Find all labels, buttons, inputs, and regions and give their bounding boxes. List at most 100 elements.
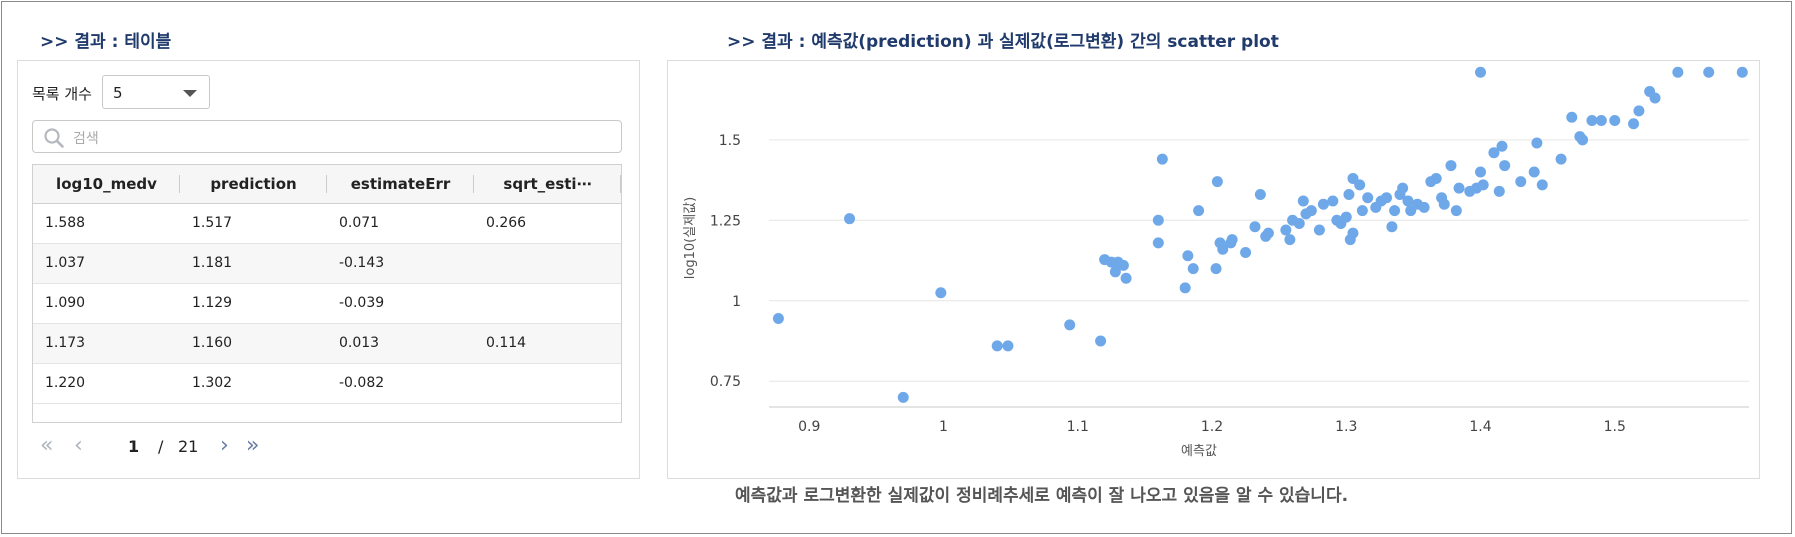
data-point: [1347, 227, 1359, 239]
first-page-icon[interactable]: «: [40, 433, 54, 458]
table-cell: 1.220: [45, 375, 86, 391]
data-point: [991, 340, 1003, 352]
data-point: [1187, 263, 1199, 275]
data-point: [1402, 195, 1414, 207]
data-point: [1120, 272, 1132, 284]
table-cell: 1.302: [192, 375, 233, 391]
data-point: [1305, 205, 1317, 217]
data-point: [1528, 166, 1540, 178]
list-count-value: 5: [113, 84, 123, 102]
data-point: [1450, 205, 1462, 217]
data-point: [1628, 118, 1640, 130]
data-point: [1240, 246, 1252, 258]
search-input[interactable]: 검색: [32, 120, 622, 153]
data-point: [1095, 335, 1107, 347]
table-cell: -0.143: [339, 255, 385, 271]
data-point: [1260, 230, 1272, 242]
data-point: [1536, 179, 1548, 191]
x-axis-title: 예측값: [1181, 444, 1217, 459]
table-cell: [474, 364, 621, 403]
data-point: [1354, 179, 1366, 191]
data-point: [1736, 66, 1748, 78]
data-point: [1475, 166, 1487, 178]
next-page-icon[interactable]: ›: [220, 433, 229, 458]
data-point: [1225, 237, 1237, 249]
table-row: 1.173 1.160 0.013 0.114: [33, 324, 621, 364]
x-tick-label: 1.4: [1469, 419, 1491, 435]
data-point: [1064, 319, 1076, 331]
data-point: [1152, 237, 1164, 249]
data-point: [1210, 263, 1222, 275]
chevron-down-icon: [183, 90, 197, 97]
table-cell: 0.266: [486, 215, 527, 231]
x-tick-label: 0.9: [798, 419, 820, 435]
table-section-title: >> 결과 : 테이블: [40, 32, 172, 52]
data-point: [1179, 282, 1191, 294]
data-point: [1313, 224, 1325, 236]
data-point: [1362, 192, 1374, 204]
last-page-icon[interactable]: »: [246, 433, 260, 458]
data-point: [1284, 234, 1296, 246]
data-point: [1297, 195, 1309, 207]
table-row: 1.090 1.129 -0.039: [33, 284, 621, 324]
data-point: [1595, 115, 1607, 127]
data-point: [1418, 201, 1430, 213]
table-cell: 0.013: [339, 335, 380, 351]
y-tick-label: 1.5: [719, 133, 741, 149]
data-point: [1430, 172, 1442, 184]
data-point: [897, 391, 909, 403]
data-point: [1515, 176, 1527, 188]
table-cell: -0.039: [339, 295, 385, 311]
chart-panel: [667, 60, 1760, 479]
table-row: 1.588 1.517 0.071 0.266: [33, 204, 621, 244]
data-point: [1609, 115, 1621, 127]
data-point: [1445, 160, 1457, 172]
data-point: [1293, 218, 1305, 230]
data-point: [1477, 179, 1489, 191]
data-point: [1475, 66, 1487, 78]
column-header[interactable]: estimateErr: [327, 165, 474, 203]
table-cell: 1.517: [192, 215, 233, 231]
data-point: [1317, 198, 1329, 210]
data-point: [1672, 66, 1684, 78]
data-point: [1499, 160, 1511, 172]
data-point: [1254, 189, 1266, 201]
table-panel: 목록 개수 5 검색 log10_medv prediction estimat…: [17, 60, 640, 479]
table-cell: 1.181: [192, 255, 233, 271]
data-point: [1193, 205, 1205, 217]
x-tick-label: 1.1: [1067, 419, 1089, 435]
search-placeholder: 검색: [73, 131, 99, 147]
data-point: [1152, 214, 1164, 226]
table-header: log10_medv prediction estimateErr sqrt_e…: [33, 165, 621, 204]
data-point: [1356, 205, 1368, 217]
scatter-chart: 0.75 1 1.25 1.5 0.9 1 1.1 1.2 1.3 1.4 1.5 예측값 log10(…: [667, 59, 1760, 479]
data-point: [772, 312, 784, 324]
total-pages: 21: [178, 437, 199, 456]
data-point: [935, 287, 947, 299]
list-count-select[interactable]: 5: [102, 75, 210, 109]
table-cell: [474, 244, 621, 283]
data-point: [1343, 189, 1355, 201]
x-tick-label: 1.3: [1335, 419, 1357, 435]
data-point: [1531, 137, 1543, 149]
column-header[interactable]: sqrt_esti⋯: [474, 165, 621, 203]
data-point: [1488, 147, 1500, 159]
results-table: log10_medv prediction estimateErr sqrt_e…: [32, 164, 622, 423]
current-page[interactable]: 1: [128, 437, 140, 456]
table-cell: 1.173: [45, 335, 86, 351]
data-point: [1109, 266, 1121, 278]
data-point: [1703, 66, 1715, 78]
data-point: [1381, 192, 1393, 204]
table-cell: -0.082: [339, 375, 385, 391]
table-cell: 1.129: [192, 295, 233, 311]
data-point: [1217, 243, 1229, 255]
data-point: [1340, 211, 1352, 223]
data-point: [844, 213, 856, 225]
data-point: [1211, 176, 1223, 188]
data-point: [1386, 221, 1398, 233]
prev-page-icon[interactable]: ‹: [74, 433, 83, 458]
y-axis-title: log10(실제값): [683, 197, 698, 279]
column-header[interactable]: prediction: [180, 165, 327, 203]
column-header[interactable]: log10_medv: [33, 165, 180, 203]
